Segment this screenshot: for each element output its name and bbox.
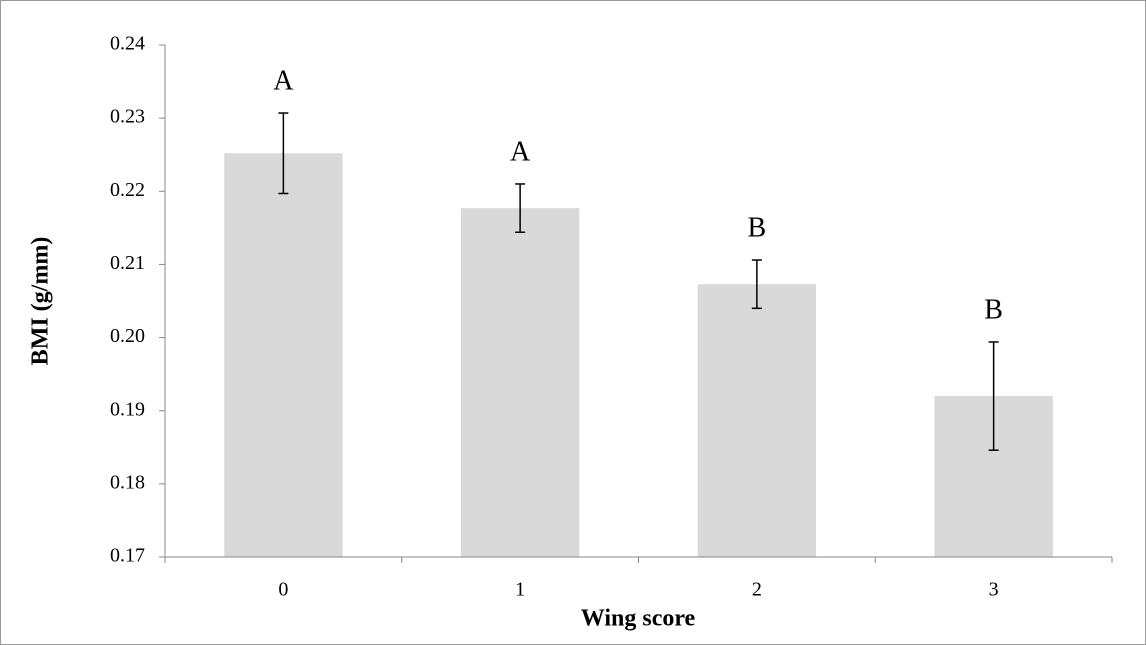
annotation: A	[510, 136, 531, 167]
y-tick-label: 0.20	[110, 325, 145, 347]
y-tick-label: 0.18	[110, 471, 145, 493]
x-tick-label: 1	[515, 579, 525, 601]
annotation: B	[984, 294, 1003, 325]
x-axis-title: Wing score	[581, 606, 696, 632]
error-bar	[278, 112, 289, 195]
annotation: A	[273, 65, 294, 96]
annotation: B	[748, 212, 767, 243]
bar	[224, 153, 343, 557]
x-tick-label: 2	[752, 579, 762, 601]
y-tick-label: 0.23	[110, 106, 145, 128]
bar	[697, 284, 817, 557]
error-bar	[515, 183, 526, 233]
y-tick-label: 0.19	[110, 398, 145, 420]
y-tick-label: 0.24	[110, 33, 145, 55]
y-tick-label: 0.22	[110, 179, 145, 201]
x-tick-label: 3	[989, 579, 999, 601]
error-bar	[988, 341, 999, 451]
y-tick-label: 0.21	[110, 252, 145, 274]
bar	[460, 208, 580, 557]
y-tick-label: 0.17	[110, 545, 145, 567]
y-axis-title: BMI (g/mm)	[28, 237, 54, 366]
error-bar	[751, 259, 762, 310]
x-tick-label: 0	[278, 579, 288, 601]
